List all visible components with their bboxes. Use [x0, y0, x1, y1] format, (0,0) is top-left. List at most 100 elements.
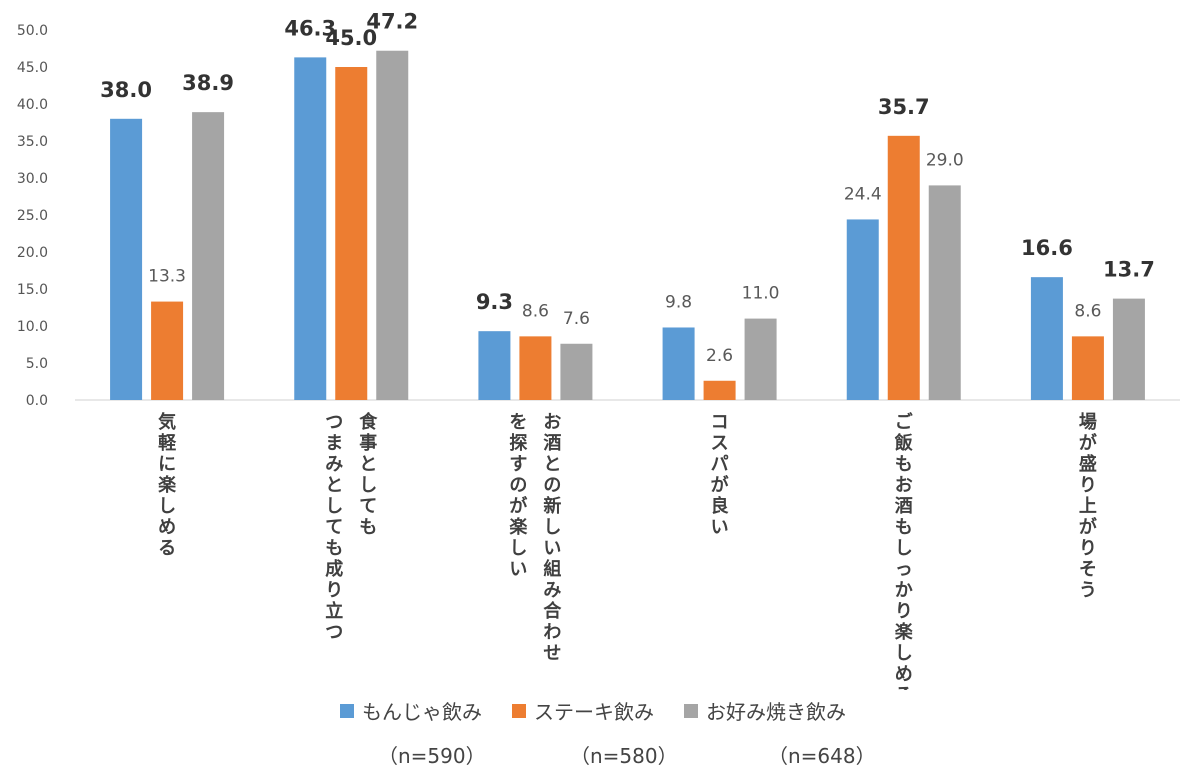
category-label-char: ご [895, 411, 913, 433]
category-label-char: 楽 [158, 474, 177, 496]
data-label: 29.0 [926, 150, 964, 170]
sample-size-okonomiyaki: （n=648） [768, 744, 876, 768]
category-label-char: し [359, 475, 377, 496]
category-label-char: 食 [358, 411, 378, 433]
legend-swatch-monja [340, 703, 354, 718]
category-label-char: り [895, 601, 913, 622]
category-label-char: 飯 [894, 432, 913, 454]
sample-size-monja: （n=590） [378, 744, 486, 768]
category-label-char: パ [711, 454, 729, 475]
y-tick-label: 5.0 [26, 356, 48, 372]
category-label-char: 事 [359, 432, 377, 454]
bar [151, 301, 184, 400]
category-label-char: つ [325, 412, 343, 433]
category-label-char: 探 [509, 432, 528, 454]
bar [110, 118, 143, 401]
category-label-char: を [509, 412, 527, 433]
data-label: 2.6 [706, 346, 733, 366]
category-label-char: コ [711, 412, 729, 433]
category-label-char: い [509, 559, 527, 580]
data-label: 9.8 [665, 292, 692, 312]
data-label: 7.6 [563, 309, 590, 329]
category-label-char: が [1079, 432, 1097, 454]
category-label: 食事としても [358, 411, 378, 538]
category-label-char: る [158, 538, 176, 559]
category-label: つまみとしても成り立つ [325, 412, 343, 643]
bar [519, 336, 552, 400]
legend-item-steak: ステーキ飲み [512, 696, 654, 725]
data-label: 13.3 [148, 267, 186, 287]
category-label-char: し [509, 538, 527, 559]
category-label-char: て [325, 517, 343, 538]
category-label-char: し [543, 517, 561, 538]
data-label: 8.6 [1074, 301, 1101, 321]
category-label-char: し [895, 538, 913, 559]
data-label: 9.3 [476, 290, 513, 314]
y-tick-label: 35.0 [17, 134, 48, 150]
category-label-char: て [359, 496, 377, 517]
bar-chart: 0.0 5.0 10.0 15.0 20.0 25.0 30.0 35.0 40.0 45.0 50… [17, 10, 1180, 690]
category-label-char: り [1079, 538, 1097, 559]
category-label-char: し [158, 496, 176, 517]
category-label-char: 新 [543, 495, 561, 517]
category-label-char: お [543, 412, 561, 433]
bar [335, 67, 368, 400]
data-label: 38.0 [100, 78, 152, 102]
category-label-char: し [325, 496, 343, 517]
category-label-char: と [325, 475, 343, 496]
data-label: 16.6 [1021, 236, 1073, 260]
data-label: 8.6 [522, 301, 549, 321]
category-label: お酒との新しい組み合わせ [543, 412, 562, 664]
legend-swatch-okonomiyaki [684, 703, 698, 718]
legend-label-steak: ステーキ飲み [534, 700, 654, 724]
data-label: 35.7 [878, 95, 930, 119]
y-tick-label: 15.0 [17, 282, 48, 298]
category-label-char: の [509, 475, 527, 496]
bar [1030, 277, 1063, 400]
category-label-char: が [509, 495, 527, 517]
category-label-char: 上 [1079, 496, 1097, 517]
category-label-char: に [158, 454, 176, 475]
bar [560, 343, 593, 400]
bar [928, 185, 961, 400]
category-label-char: み [543, 580, 561, 601]
bar [662, 327, 695, 400]
category-label-char: 場 [1079, 412, 1097, 433]
category-label-char: 酒 [543, 432, 561, 454]
legend-label-okonomiyaki: お好み焼き飲み [706, 700, 846, 724]
data-label: 47.2 [366, 10, 418, 34]
category-label-char: っ [895, 559, 913, 580]
bar [192, 112, 225, 400]
category-label: 気軽に楽しめる [158, 411, 177, 559]
y-tick-label: 25.0 [17, 208, 48, 224]
category-label-char: り [325, 580, 343, 601]
category-label-char: い [543, 538, 561, 559]
bar [846, 219, 879, 400]
data-label: 46.3 [284, 16, 336, 40]
category-label-char: わ [543, 622, 561, 643]
category-label-char: 酒 [895, 495, 913, 517]
bar [1071, 336, 1104, 400]
data-label: 45.0 [325, 26, 377, 50]
legend-item-monja: もんじゃ飲み [340, 696, 482, 725]
category-label-char: と [359, 454, 377, 475]
category-label-char: が [1079, 516, 1097, 538]
category-label-char: 盛 [1079, 453, 1097, 475]
category-label-char: 良 [711, 495, 729, 517]
y-tick-label: 30.0 [17, 171, 48, 187]
category-label-char: か [895, 580, 913, 601]
sample-size-steak: （n=580） [570, 744, 678, 768]
y-tick-label: 40.0 [17, 97, 48, 113]
y-tick-label: 10.0 [17, 319, 48, 335]
category-label: コスパが良い [711, 412, 729, 538]
category-label-char: 組 [543, 558, 561, 580]
y-tick-label: 45.0 [17, 60, 48, 76]
category-label-char: も [895, 454, 913, 475]
bar [887, 135, 920, 400]
legend-item-okonomiyaki: お好み焼き飲み [684, 696, 846, 725]
category-label-char: が [711, 474, 729, 496]
bar [1112, 298, 1145, 400]
category-label-char: 軽 [158, 432, 177, 454]
category-label-char: つ [325, 622, 343, 643]
category-label-char: め [895, 664, 913, 685]
